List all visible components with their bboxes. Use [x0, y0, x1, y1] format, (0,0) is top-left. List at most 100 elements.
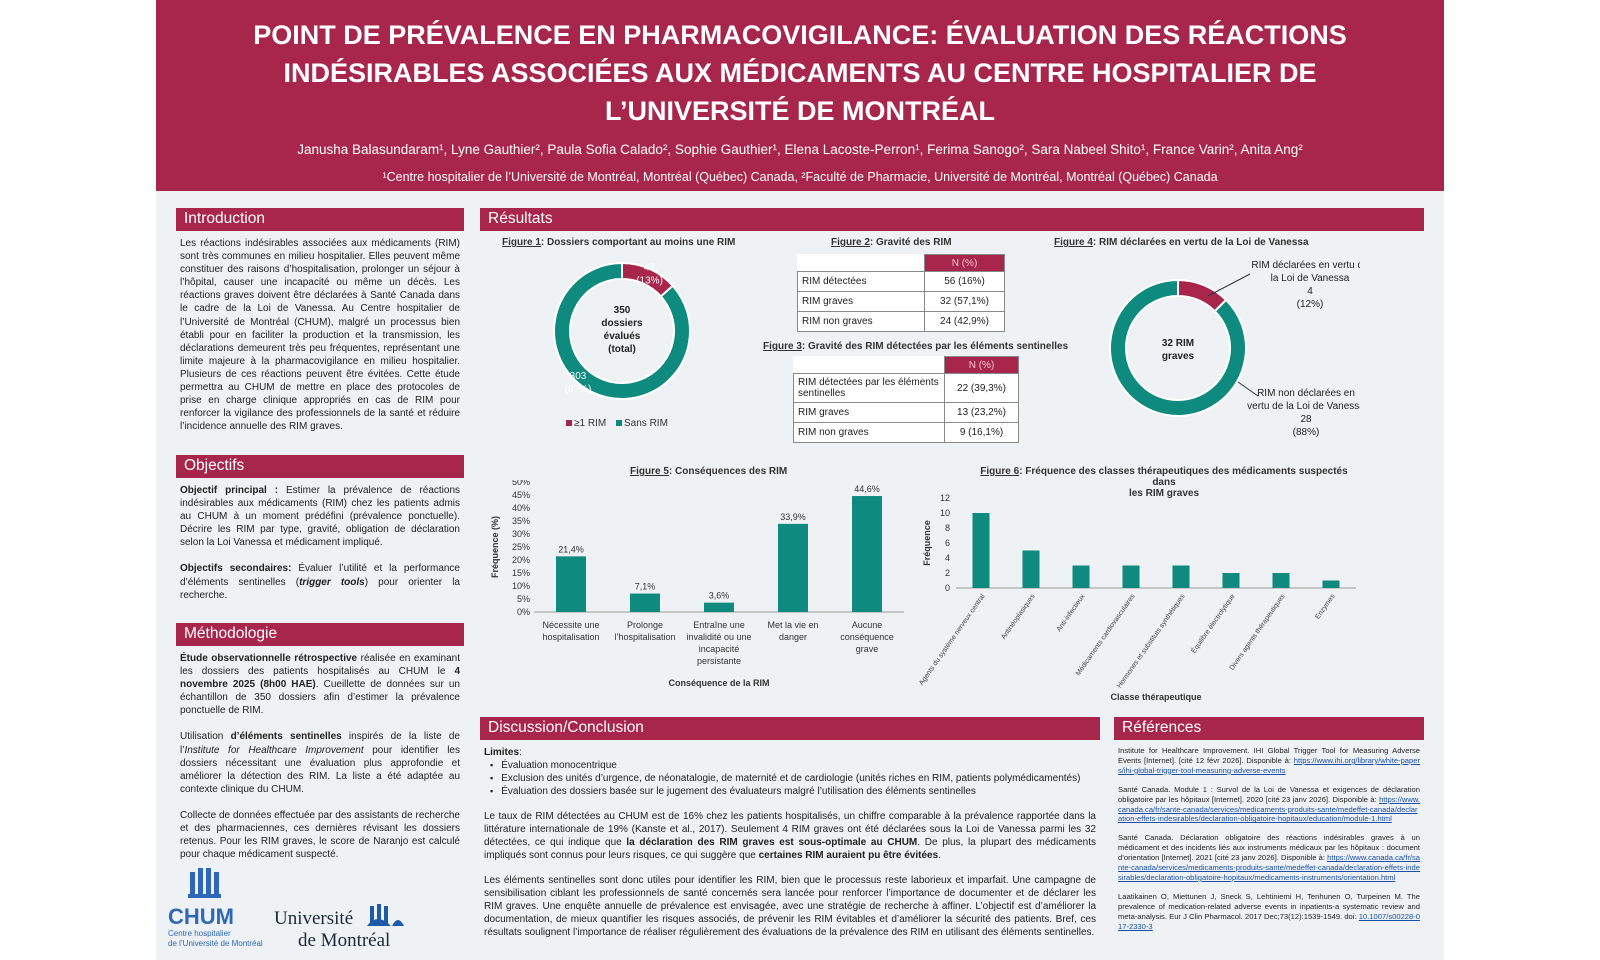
fig6-title-text: : Fréquence des classes thérapeutiques d…: [1019, 466, 1348, 488]
fig4-slice: [1109, 278, 1247, 417]
fig5-category-label: hospitalisation: [542, 632, 599, 642]
fig5-data-label: 33,9%: [780, 512, 806, 522]
udem-logo: Université de Montréal: [274, 904, 404, 951]
fig6-ytick: 6: [945, 538, 950, 548]
methodologie-p2-bold: d’éléments sentinelles: [230, 731, 342, 743]
fig6-ytick: 4: [945, 553, 950, 563]
fig3-table-row: RIM non graves 9 (16,1%): [793, 422, 1019, 443]
fig6-category-label: Médicaments cardiovasculaires: [1075, 593, 1137, 677]
fig3-table-row: RIM détectées par les éléments sentinell…: [793, 373, 1019, 403]
objectifs-secondaires-text-1: Évaluer l’utilité et la performance d’él…: [180, 563, 460, 588]
fig5-xlabel: Conséquence de la RIM: [668, 678, 769, 688]
fig6-category-label: Agents du système nerveux central: [918, 593, 987, 687]
fig5-ytick: 0%: [517, 607, 530, 617]
fig6-ytick: 12: [940, 493, 950, 503]
reference-link[interactable]: https://www.canada.ca/fr/sante-canada/se…: [1118, 794, 1420, 824]
fig2-table-row: RIM non graves 24 (42,9%): [797, 311, 1005, 332]
chum-logo-base: [188, 894, 221, 898]
poster: POINT DE PRÉVALENCE EN PHARMACOVIGILANCE…: [156, 0, 1444, 960]
fig5-category-label: Met la vie en: [767, 620, 818, 630]
methodologie-date: 4 novembre 2025 (8h00 HAE): [180, 666, 460, 691]
fig2-table-row: RIM graves 32 (57,1%): [797, 291, 1005, 312]
chum-logo-sub1: Centre hospitalier: [168, 929, 231, 938]
fig5-category-label: incapacité: [699, 644, 740, 654]
fig4-not-declared-label: vertu de la Loi de Vanessa: [1247, 401, 1360, 412]
discussion-p1-text-3: .: [938, 850, 941, 862]
fig6-category-label: Équilibre électrolytique: [1189, 592, 1237, 655]
fig3-title: Figure 3: Gravité des RIM détectées par …: [763, 341, 1068, 352]
fig4-title-text: : RIM déclarées en vertu de la Loi de Va…: [1092, 237, 1309, 248]
reference-link[interactable]: https://www.ihi.org/library/white-papers…: [1118, 755, 1420, 775]
udem-logo-line2: de Montréal: [298, 930, 390, 951]
fig5-bar: [778, 523, 808, 612]
fig6-bar: [1122, 565, 1140, 588]
affiliations: ¹Centre hospitalier de l’Université de M…: [382, 170, 1218, 184]
fig1-slice2-value: 303: [570, 371, 587, 382]
fig4-declared-label: la Loi de Vanessa: [1271, 273, 1350, 284]
introduction-text: Les réactions indésirables associées aux…: [180, 238, 460, 433]
reference-text: Institute for Healthcare Improvement. IH…: [1118, 746, 1420, 765]
fig2-table-header-blank: [797, 254, 925, 272]
fig5-category-label: Aucune: [852, 620, 883, 630]
fig6-category-label: Enzymes: [1314, 593, 1337, 621]
fig4-not-declared-label: RIM non déclarées en: [1257, 388, 1355, 399]
fig5-ytick: 45%: [512, 490, 530, 500]
fig4-title: Figure 4: RIM déclarées en vertu de la L…: [1054, 237, 1309, 248]
discussion-p1: Le taux de RIM détectées au CHUM est de …: [484, 810, 1096, 862]
fig2-table-header-n: N (%): [924, 254, 1005, 272]
discussion-p1-bold-2: certaines RIM auraient pu être évitées: [758, 850, 939, 862]
fig1-title: Figure 1: Dossiers comportant au moins u…: [502, 237, 735, 248]
fig5-category-label: grave: [856, 644, 879, 654]
discussion-limits: Limites: Évaluation monocentriqueExclusi…: [484, 746, 1096, 798]
fig5-ytick: 5%: [517, 594, 530, 604]
methodologie-p2-text-3: pour identifier les dossiers nécessitant…: [180, 744, 460, 795]
fig4-center-text: graves: [1162, 351, 1195, 362]
fig2-table-row-value: 24 (42,9%): [924, 311, 1005, 332]
fig1-center-text: 350: [614, 305, 631, 316]
fig1-legend-label: ≥1 RIM: [574, 418, 606, 429]
fig6-ytick: 2: [945, 568, 950, 578]
poster-header: POINT DE PRÉVALENCE EN PHARMACOVIGILANCE…: [156, 0, 1444, 191]
fig4-declared-label: (12%): [1297, 299, 1324, 310]
methodologie-text: Étude observationnelle rétrospective réa…: [180, 652, 460, 861]
fig4-declared-label: 4: [1307, 286, 1313, 297]
fig5-data-label: 21,4%: [558, 544, 584, 554]
fig2-table: N (%) RIM détectées 56 (16%) RIM graves 32 (…: [797, 254, 1005, 332]
fig6-bar: [972, 513, 990, 588]
methodologie-heading: Méthodologie: [176, 623, 464, 646]
fig4-center-text: 32 RIM: [1162, 338, 1194, 349]
reference-link[interactable]: 10.1007/s00228-017-2330-3: [1118, 911, 1420, 931]
fig6-bar: [1272, 573, 1290, 588]
introduction-heading: Introduction: [176, 208, 464, 231]
fig5-category-label: Nécessite une: [542, 620, 599, 630]
fig5-ytick: 30%: [512, 529, 530, 539]
methodologie-p1-text-1: réalisée en examinant les dossiers des p…: [180, 653, 460, 678]
fig5-ylabel: Fréquence (%): [490, 516, 500, 578]
udem-logo-mark: [367, 904, 404, 926]
reference-text: Santé Canada. Module 1 : Survol de la Lo…: [1118, 784, 1420, 804]
fig5-category-label: persistante: [697, 656, 741, 666]
fig5-ytick: 20%: [512, 555, 530, 565]
fig6-bar-chart: 0 2 4 6 8 10 12 Fréquence Agents du système nerv…: [918, 493, 1356, 702]
authors: Janusha Balasundaram¹, Lyne Gauthier², P…: [297, 142, 1303, 157]
fig6-xlabel: Classe thérapeutique: [1110, 692, 1201, 702]
fig5-category-label: invalidité ou une: [686, 632, 751, 642]
discussion-p2: Les éléments sentinelles sont donc utile…: [484, 875, 1096, 939]
fig6-category-label: Antinéoplasiques: [1000, 593, 1037, 641]
chum-logo-bar: [198, 868, 203, 894]
reference-text: Santé Canada. Déclaration obligatoire de…: [1118, 833, 1420, 863]
fig3-table-row-label: RIM non graves: [793, 422, 945, 443]
fig1-donut-chart: 350 dossiers évalués (total) 47 (13%) 303 (87%)…: [553, 261, 691, 429]
chum-logo-bar: [206, 868, 211, 894]
fig6-bar: [1072, 565, 1090, 588]
discussion-heading: Discussion/Conclusion: [480, 717, 1100, 740]
fig5-ytick: 25%: [512, 542, 530, 552]
methodologie-p2-italic: Institute for Healthcare Improvement: [184, 744, 364, 756]
fig1-slice: [553, 261, 691, 400]
chum-logo-bar: [214, 872, 219, 894]
reference-link[interactable]: https://www.canada.ca/fr/sante-canada/se…: [1118, 853, 1420, 882]
fig1-center-text: évalués: [604, 331, 641, 342]
reference-item: Santé Canada. Module 1 : Survol de la Lo…: [1118, 785, 1420, 825]
fig5-bar: [852, 496, 882, 612]
fig5-title-text: : Conséquences des RIM: [668, 466, 788, 477]
